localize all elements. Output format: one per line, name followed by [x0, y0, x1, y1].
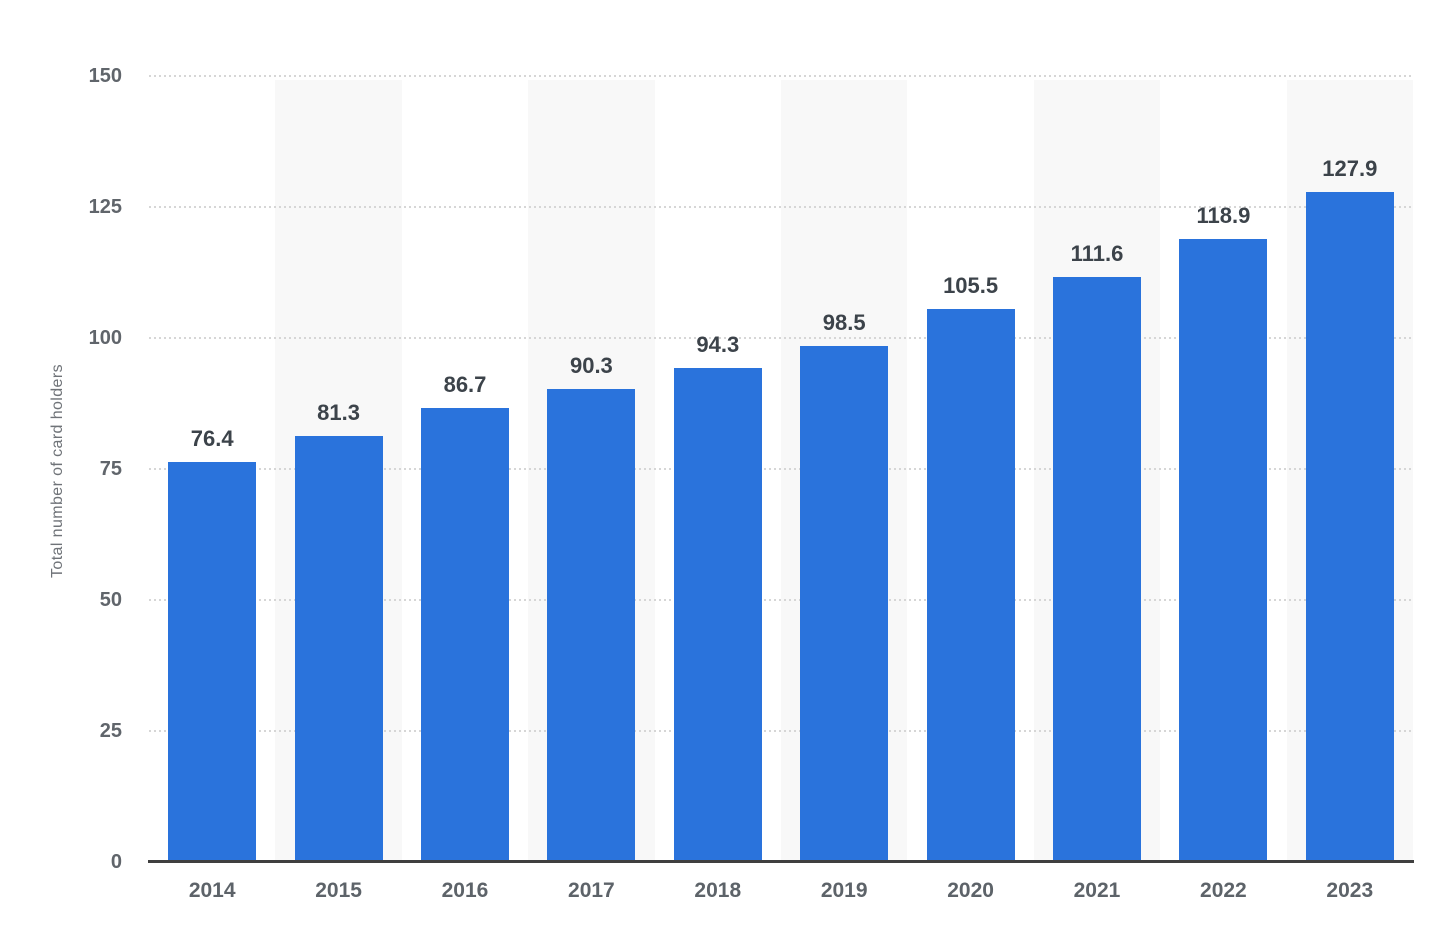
bar-value-label: 111.6 [1070, 241, 1124, 267]
x-tick-label: 2020 [947, 879, 994, 902]
y-tick-label: 25 [99, 720, 122, 742]
bar[interactable] [1053, 277, 1141, 862]
gridline [149, 599, 1413, 601]
x-tick-label: 2022 [1200, 879, 1247, 902]
x-tick-label: 2015 [315, 879, 362, 902]
bar[interactable] [800, 345, 889, 862]
bar-value-label: 90.3 [569, 352, 613, 378]
y-tick-label: 75 [99, 458, 122, 480]
bar[interactable] [1305, 191, 1394, 862]
y-tick-label: 150 [88, 65, 122, 87]
gridline [149, 730, 1413, 732]
x-tick-label: 2014 [188, 879, 236, 902]
x-tick-label: 2017 [568, 879, 615, 902]
x-axis-line [148, 860, 1414, 863]
gridline [149, 468, 1413, 470]
bar[interactable] [168, 461, 257, 862]
bar-value-label: 105.5 [943, 273, 999, 299]
bar[interactable] [673, 367, 762, 862]
bar[interactable] [1179, 238, 1268, 862]
x-tick-label: 2023 [1326, 879, 1374, 902]
y-tick-label: 125 [88, 196, 122, 218]
gridline [149, 206, 1413, 208]
bar[interactable] [547, 388, 636, 862]
x-tick-label: 2018 [694, 879, 742, 902]
bar-value-label: 94.3 [696, 331, 740, 357]
bar-value-label: 86.7 [443, 371, 487, 397]
bar[interactable] [294, 435, 383, 862]
y-tick-label: 50 [99, 589, 122, 611]
gridline [149, 337, 1413, 339]
gridline [149, 75, 1413, 77]
bar-value-label: 98.5 [822, 309, 866, 335]
bar[interactable] [421, 407, 509, 862]
x-tick-label: 2019 [820, 879, 868, 902]
bar-value-label: 81.3 [317, 399, 360, 425]
x-tick-label: 2021 [1073, 879, 1121, 902]
x-tick-label: 2016 [441, 879, 489, 902]
bar-value-label: 118.9 [1196, 202, 1251, 228]
bar[interactable] [926, 309, 1015, 862]
bar-value-label: 127.9 [1322, 155, 1378, 181]
y-tick-label: 0 [110, 851, 122, 873]
y-tick-label: 100 [88, 327, 122, 349]
bar-value-label: 76.4 [190, 425, 234, 451]
